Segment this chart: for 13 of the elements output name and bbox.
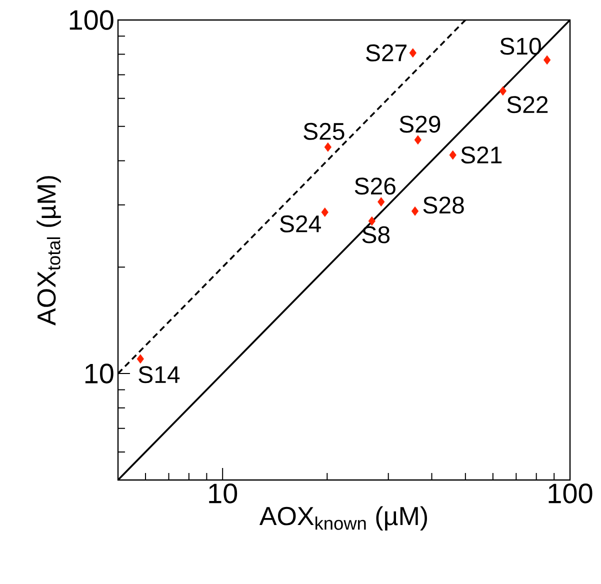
annotation: S10	[500, 38, 541, 55]
annotation: S29	[400, 116, 440, 133]
annotation: S22	[507, 96, 548, 114]
annotation: S27	[366, 44, 406, 62]
annotation: S21	[461, 146, 502, 164]
annotation: S14	[138, 366, 180, 384]
annotation: S8	[362, 226, 390, 244]
annotation: S25	[304, 122, 344, 140]
x-axis-title: AOX$_{known}$ (µM)	[259, 506, 427, 530]
y-axis-title: AOX$_{total}$ (µM)	[36, 176, 61, 326]
annotation: S28	[423, 196, 464, 214]
annotation: S24	[280, 215, 321, 232]
annotation: S26	[354, 178, 396, 195]
